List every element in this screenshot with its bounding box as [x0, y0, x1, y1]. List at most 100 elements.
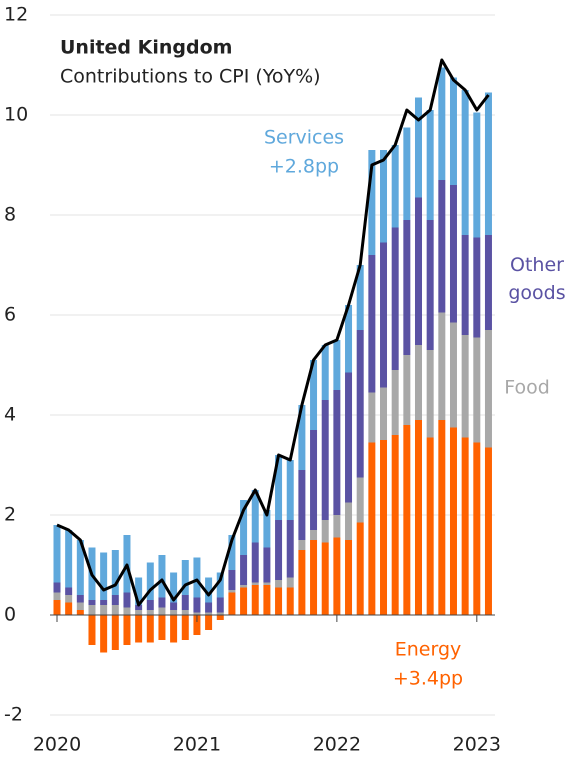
- bar-segment: [193, 615, 201, 635]
- bar-segment: [170, 602, 178, 610]
- bar-segment: [88, 600, 96, 605]
- bar-segment: [170, 615, 178, 643]
- bar-segment: [449, 322, 457, 428]
- bar-segment: [391, 370, 399, 435]
- bar-segment: [53, 525, 61, 583]
- bar-segment: [345, 540, 353, 615]
- bar-segment: [240, 555, 248, 585]
- bar-segment: [286, 577, 294, 588]
- bar-segment: [298, 540, 306, 550]
- bar-segment: [216, 572, 224, 598]
- y-tick-label: 12: [4, 4, 28, 26]
- bar-segment: [146, 615, 154, 643]
- bar-segment: [368, 442, 376, 615]
- bar-segment: [286, 520, 294, 578]
- y-tick-label: 10: [4, 104, 28, 126]
- series-annotation: +2.8pp: [269, 156, 339, 178]
- bar-segment: [53, 600, 61, 615]
- bar-segment: [310, 540, 318, 615]
- bar-segment: [275, 587, 283, 615]
- bar-segment: [65, 595, 73, 603]
- series-label: Services: [264, 127, 344, 149]
- bar-segment: [228, 592, 236, 615]
- y-tick-label: 2: [4, 504, 16, 526]
- bar-segment: [414, 420, 422, 615]
- bar-segment: [251, 582, 259, 585]
- bar-segment: [100, 600, 108, 605]
- bar-segment: [135, 605, 143, 610]
- bar-segment: [356, 330, 364, 478]
- bar-segment: [135, 615, 143, 643]
- bar-segment: [333, 340, 341, 390]
- y-tick-label: -2: [4, 704, 23, 726]
- bar-segment: [426, 220, 434, 350]
- bar-segment: [298, 470, 306, 540]
- bar-segment: [310, 360, 318, 430]
- x-tick-label: 2020: [33, 734, 81, 756]
- bar-segment: [263, 547, 271, 583]
- series-label: Energy: [395, 639, 462, 661]
- bar-segment: [100, 552, 108, 600]
- bar-segment: [65, 530, 73, 588]
- bar-segment: [123, 592, 131, 608]
- bar-segment: [76, 540, 84, 595]
- bar-segment: [414, 97, 422, 198]
- label-line: Other: [510, 254, 564, 276]
- bar-segment: [321, 520, 329, 543]
- bar-segment: [251, 490, 259, 543]
- y-tick-label: 0: [4, 604, 16, 626]
- bar-segment: [251, 585, 259, 615]
- bar-segment: [298, 550, 306, 615]
- bar-segment: [426, 350, 434, 438]
- x-tick-label: 2023: [453, 734, 501, 756]
- bar-segment: [449, 427, 457, 615]
- bar-segment: [403, 425, 411, 615]
- bar-segment: [88, 605, 96, 615]
- bar-segment: [158, 555, 166, 598]
- bar-segment: [111, 550, 119, 595]
- bar-segment: [356, 477, 364, 523]
- x-tick-label: 2022: [313, 734, 361, 756]
- bar-segment: [380, 242, 388, 388]
- bar-segment: [449, 185, 457, 323]
- chart-subtitle: Contributions to CPI (YoY%): [60, 66, 321, 88]
- bar-segment: [193, 612, 201, 615]
- bar-segment: [473, 442, 481, 615]
- bar-segment: [484, 92, 492, 235]
- bar-segment: [193, 597, 201, 613]
- series-label: Other goods: [508, 254, 565, 304]
- bar-segment: [88, 615, 96, 645]
- bar-segment: [228, 535, 236, 570]
- bar-segment: [345, 305, 353, 373]
- bar-segment: [368, 392, 376, 443]
- bar-segment: [146, 610, 154, 615]
- y-tick-label: 6: [4, 304, 16, 326]
- series-label: Food: [504, 377, 550, 399]
- bar-segment: [333, 537, 341, 615]
- bar-segment: [251, 542, 259, 583]
- bar-segment: [473, 337, 481, 443]
- bar-segment: [100, 615, 108, 653]
- bar-segment: [170, 572, 178, 603]
- bar-segment: [356, 522, 364, 615]
- bar-segment: [216, 615, 224, 620]
- bar-segment: [333, 515, 341, 538]
- bar-segment: [473, 237, 481, 338]
- bar-segment: [170, 610, 178, 615]
- bar-segment: [158, 607, 166, 615]
- bar-segment: [391, 435, 399, 615]
- label-line: goods: [508, 282, 565, 304]
- bar-segment: [321, 542, 329, 615]
- bar-segment: [403, 355, 411, 425]
- bar-segment: [228, 590, 236, 593]
- bar-segment: [193, 557, 201, 598]
- bar-segment: [216, 612, 224, 615]
- bar-segment: [123, 607, 131, 615]
- bar-segment: [484, 235, 492, 330]
- bar-segment: [263, 585, 271, 615]
- bar-segment: [461, 335, 469, 438]
- bar-segment: [53, 582, 61, 593]
- bar-segment: [426, 437, 434, 615]
- bar-segment: [205, 577, 213, 603]
